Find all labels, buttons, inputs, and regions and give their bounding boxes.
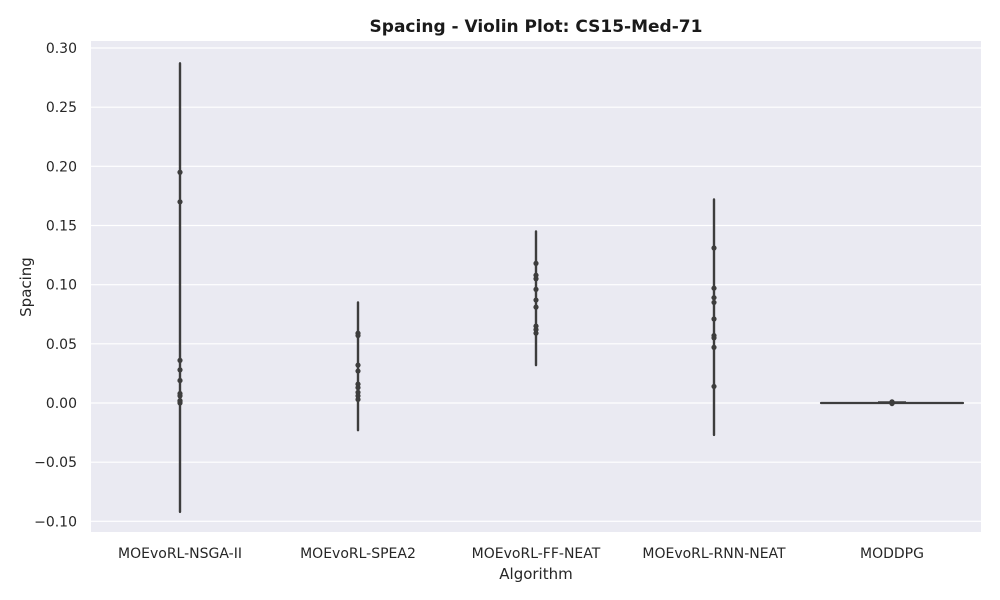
violin-4: [711, 198, 717, 437]
data-point: [533, 297, 539, 303]
data-point: [177, 169, 183, 175]
data-point: [177, 393, 183, 399]
data-point: [711, 344, 717, 350]
data-point: [533, 330, 539, 336]
y-tick-label: 0.10: [46, 278, 77, 294]
violins: [177, 62, 965, 514]
data-point: [355, 362, 361, 368]
data-point: [533, 276, 539, 282]
data-point: [533, 260, 539, 266]
data-point: [711, 245, 717, 251]
data-point: [711, 316, 717, 322]
data-point: [177, 367, 183, 373]
violin-1: [177, 62, 183, 514]
data-point: [355, 368, 361, 374]
data-point: [177, 357, 183, 363]
data-point: [355, 385, 361, 391]
data-point: [177, 400, 183, 406]
y-tick-label: 0.30: [46, 41, 77, 57]
y-axis-label: Spacing: [17, 257, 35, 317]
data-point: [889, 400, 895, 407]
violin-5: [819, 399, 965, 407]
data-point: [533, 286, 539, 292]
y-tick-label: −0.05: [34, 455, 77, 471]
data-point: [711, 285, 717, 291]
data-point: [355, 396, 361, 403]
x-tick-label: MOEvoRL-SPEA2: [300, 546, 416, 562]
data-point: [533, 304, 539, 310]
chart-title: Spacing - Violin Plot: CS15-Med-71: [370, 17, 703, 37]
y-tick-label: 0.25: [46, 100, 77, 116]
y-tick-label: 0.05: [46, 337, 77, 353]
y-axis-ticks: −0.10 −0.05 0.00 0.05 0.10 0.15 0.20 0.25 0.30: [34, 41, 77, 530]
data-point: [711, 383, 717, 390]
y-tick-label: 0.20: [46, 159, 77, 175]
violin-3: [533, 230, 539, 367]
y-tick-label: 0.15: [46, 219, 77, 235]
x-tick-label: MOEvoRL-NSGA-II: [118, 546, 242, 562]
data-point: [711, 299, 717, 306]
data-point: [177, 199, 183, 205]
x-tick-label: MOEvoRL-RNN-NEAT: [642, 546, 786, 562]
data-point: [177, 377, 183, 384]
gridlines: [91, 47, 981, 522]
data-point: [711, 295, 717, 301]
x-tick-label: MODDPG: [860, 546, 924, 562]
data-point: [711, 335, 717, 341]
violin-2: [355, 301, 361, 432]
x-axis-label: Algorithm: [499, 565, 572, 583]
data-point: [355, 332, 361, 339]
y-tick-label: −0.10: [34, 514, 77, 530]
x-tick-label: MOEvoRL-FF-NEAT: [472, 546, 601, 562]
y-tick-label: 0.00: [46, 396, 77, 412]
x-axis-ticks: MOEvoRL-NSGA-II MOEvoRL-SPEA2 MOEvoRL-FF-N…: [118, 546, 924, 562]
